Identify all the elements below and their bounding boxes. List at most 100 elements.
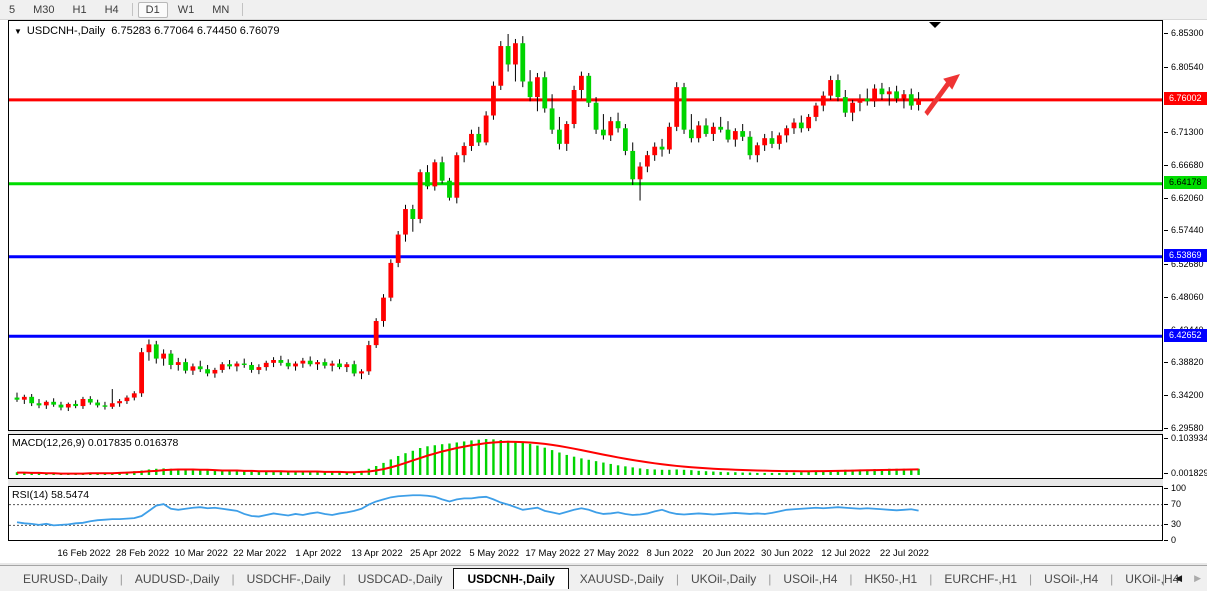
candle-body <box>95 402 101 406</box>
macd-histogram-bar <box>96 473 99 475</box>
macd-histogram-bar <box>309 471 312 475</box>
macd-histogram-bar <box>492 439 495 475</box>
chart-tab-usdcnh[interactable]: USDCNH-,Daily <box>453 568 569 589</box>
candle-body <box>454 155 460 198</box>
macd-histogram-bar <box>404 453 407 475</box>
macd-histogram-bar <box>646 469 649 475</box>
price-tick-label: 6.48060 <box>1164 292 1207 302</box>
candle-body <box>256 367 262 370</box>
tab-separator: | <box>849 571 853 586</box>
candle-body <box>828 80 834 96</box>
timeframe-button-m30[interactable]: M30 <box>33 3 55 16</box>
macd-histogram-bar <box>484 439 488 475</box>
chart-shift-marker-icon[interactable] <box>929 22 941 28</box>
macd-histogram-bar <box>866 469 869 475</box>
macd-indicator-pane[interactable] <box>8 434 1163 479</box>
macd-histogram-bar <box>800 472 803 475</box>
macd-histogram-bar <box>514 441 517 475</box>
chart-tab-usdchf[interactable]: USDCHF-,Daily <box>246 571 331 586</box>
chart-tab-ukoil[interactable]: UKOil-,Daily <box>690 571 757 586</box>
price-tick-label: 6.57440 <box>1164 225 1207 235</box>
macd-histogram-bar <box>521 442 524 475</box>
chart-tab-audusd[interactable]: AUDUSD-,Daily <box>134 571 220 586</box>
macd-histogram-bar <box>221 470 224 475</box>
candle-body <box>798 122 804 129</box>
chart-tab-usdcad[interactable]: USDCAD-,Daily <box>357 571 443 586</box>
macd-histogram-bar <box>726 472 730 475</box>
macd-histogram-bar <box>858 469 862 475</box>
macd-histogram-bar <box>448 443 451 475</box>
candle-body <box>43 401 49 406</box>
pane-splitter[interactable] <box>8 431 1163 434</box>
macd-histogram-bar <box>572 456 576 475</box>
chart-tab-eurchf[interactable]: EURCHF-,H1 <box>944 571 1018 586</box>
candle-body <box>212 369 218 374</box>
timeframe-toolbar: 5 M30 H1 H4 D1 W1 MN <box>0 0 1207 20</box>
price-line-badge: 6.42652 <box>1164 328 1207 342</box>
timeframe-button-d1[interactable]: D1 <box>137 1 168 18</box>
candle-body <box>513 43 518 65</box>
candle-body <box>227 364 232 367</box>
chart-tab-usoil[interactable]: USOil-,H4 <box>783 571 838 586</box>
macd-histogram-bar <box>470 440 473 475</box>
chart-expander-icon[interactable]: ▼ <box>14 27 22 36</box>
macd-histogram-bar <box>668 469 671 475</box>
pane-splitter[interactable] <box>8 479 1163 486</box>
candle-body <box>307 360 313 365</box>
macd-histogram-bar <box>279 471 283 475</box>
candle-body <box>535 77 540 98</box>
date-tick-label: 8 Jun 2022 <box>646 548 694 559</box>
rsi-tick-label: 0 <box>1164 535 1207 545</box>
tab-scroll-right-icon[interactable]: ▶ <box>1194 573 1201 583</box>
tab-separator: | <box>1029 571 1033 586</box>
macd-histogram-bar <box>287 471 290 475</box>
candle-body <box>293 363 298 367</box>
chart-tab-ukoil[interactable]: UKOil-,H4 <box>1125 571 1180 586</box>
candle-body <box>168 353 174 365</box>
macd-histogram-bar <box>499 440 502 475</box>
macd-histogram-bar <box>763 472 766 475</box>
rsi-indicator-pane[interactable] <box>8 486 1163 541</box>
macd-histogram-bar <box>330 471 334 475</box>
timeframe-button-h4[interactable]: H4 <box>104 3 119 16</box>
candle-body <box>417 172 423 219</box>
candle-body <box>637 166 643 180</box>
candle-body <box>527 81 533 98</box>
candle-body <box>835 80 841 98</box>
candle-body <box>36 403 42 406</box>
macd-histogram-bar <box>213 470 217 475</box>
timeframe-button-h1[interactable]: H1 <box>72 3 87 16</box>
candle-body <box>630 150 636 180</box>
candle-body <box>718 126 724 130</box>
rsi-tick-label: 30 <box>1164 519 1207 529</box>
macd-histogram-bar <box>704 471 708 475</box>
price-tick-label: 6.29580 <box>1164 423 1207 433</box>
chart-tab-xauusd[interactable]: XAUUSD-,Daily <box>579 571 664 586</box>
candle-body <box>916 99 921 105</box>
chart-tab-usoil[interactable]: USOil-,H4 <box>1044 571 1099 586</box>
tab-scroll-left-icon[interactable]: ◀ <box>1175 573 1183 583</box>
price-chart-pane[interactable] <box>8 20 1163 431</box>
candle-body <box>710 126 716 134</box>
timeframe-button-w1[interactable]: W1 <box>177 3 195 16</box>
timeframe-button-5[interactable]: 5 <box>9 3 16 16</box>
macd-histogram-bar <box>748 472 752 475</box>
candle-body <box>14 397 20 400</box>
candle-body <box>608 121 614 136</box>
macd-histogram-bar <box>23 472 26 475</box>
candle-body <box>842 97 848 113</box>
candle-body <box>271 360 276 363</box>
timeframe-button-mn[interactable]: MN <box>212 3 230 16</box>
macd-histogram-bar <box>536 445 539 475</box>
chart-tab-hk50[interactable]: HK50-,H1 <box>864 571 918 586</box>
macd-histogram-bar <box>235 470 239 475</box>
trend-arrow-icon[interactable] <box>924 74 960 116</box>
candle-body <box>894 91 899 99</box>
candle-body <box>139 352 145 394</box>
candle-body <box>666 126 672 150</box>
macd-histogram-bar <box>155 468 158 475</box>
price-axis: 6.85300 6.80540 6.71300 6.66680 6.62060 6.574… <box>1164 20 1207 563</box>
chart-tab-eurusd[interactable]: EURUSD-,Daily <box>23 571 108 586</box>
candle-body <box>183 362 188 371</box>
macd-histogram-bar <box>660 469 664 475</box>
